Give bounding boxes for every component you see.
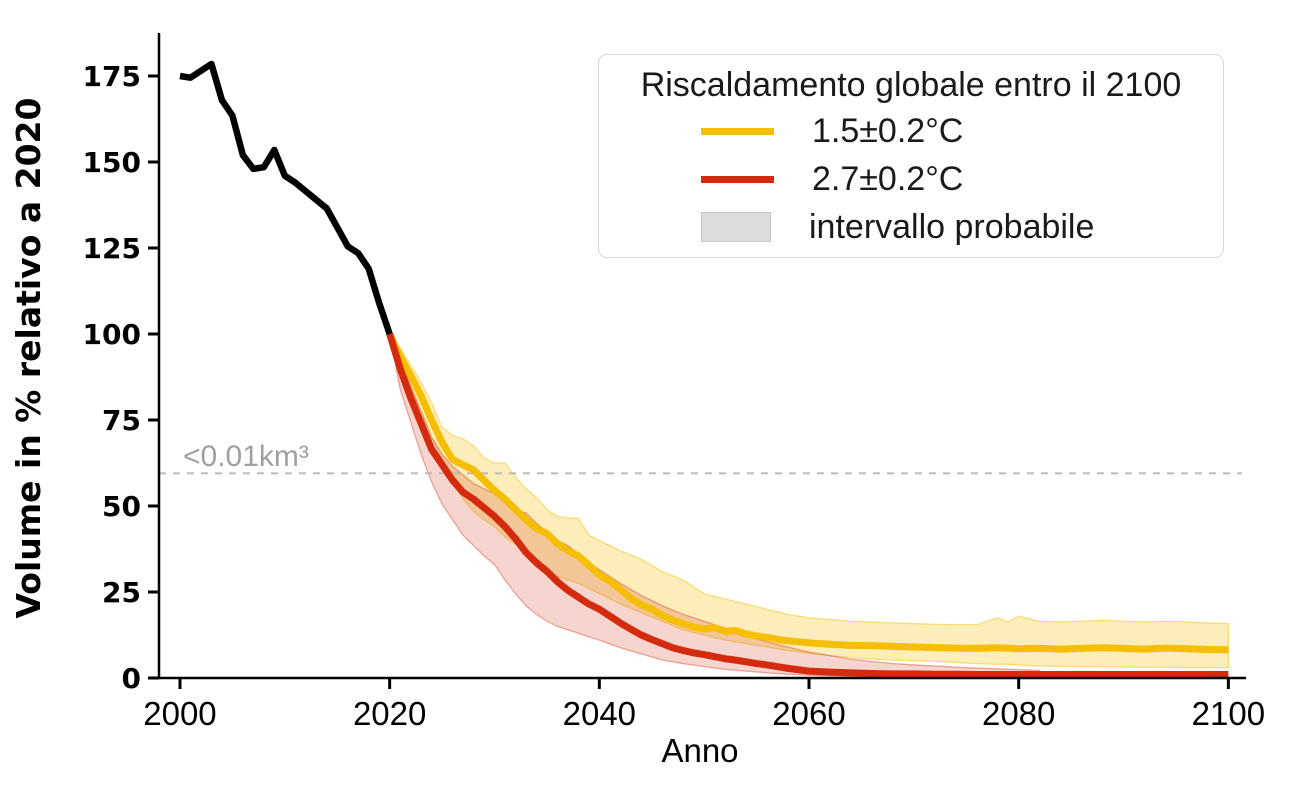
legend-swatch-2-7c-line	[701, 175, 774, 183]
x-tick-label: 2080	[982, 695, 1055, 732]
y-tick-label: 25	[102, 576, 141, 609]
legend-title: Riscaldamento globale entro il 2100	[640, 66, 1182, 104]
chart-generated: 2000 2020 2040 2060 2080 2100 0 25 50 75 100 125 150…	[83, 33, 1265, 732]
series-line-proj-1-5c	[386, 332, 1229, 654]
x-tick-label: 2020	[353, 695, 426, 732]
series-line-proj-2-7c	[386, 332, 1229, 679]
legend-item-label: 1.5±0.2°C	[812, 111, 964, 150]
y-tick-label: 75	[102, 404, 141, 437]
legend-item: 1.5±0.2°C	[599, 107, 1223, 155]
legend-item: 2.7±0.2°C	[599, 155, 1223, 203]
band-proj-1-5c	[389, 333, 1230, 669]
series-line-historical	[179, 60, 393, 336]
y-tick-label: 100	[83, 318, 141, 351]
y-tick-label: 125	[83, 232, 141, 265]
legend-swatch-probable-range-patch	[701, 212, 771, 242]
x-tick-label: 2000	[143, 695, 216, 732]
x-tick-label: 2100	[1192, 695, 1265, 732]
y-tick-label: 50	[102, 490, 141, 523]
legend: Riscaldamento globale entro il 2100 1.5±…	[598, 54, 1224, 258]
y-axis-title: Volume in % relativo a 2020	[9, 98, 48, 619]
y-tick-label: 175	[83, 60, 141, 93]
legend-item: intervallo probabile	[599, 203, 1223, 251]
threshold-annotation: <0.01km³	[183, 440, 309, 473]
y-tick-label: 0	[122, 662, 141, 695]
x-axis-title: Anno	[661, 732, 738, 769]
x-tick-label: 2060	[772, 695, 845, 732]
legend-item-label: 2.7±0.2°C	[812, 159, 964, 198]
legend-item-label: intervallo probabile	[809, 207, 1095, 246]
y-tick-label: 150	[83, 146, 141, 179]
legend-swatch-1-5c-line	[701, 127, 774, 135]
x-tick-label: 2040	[563, 695, 636, 732]
